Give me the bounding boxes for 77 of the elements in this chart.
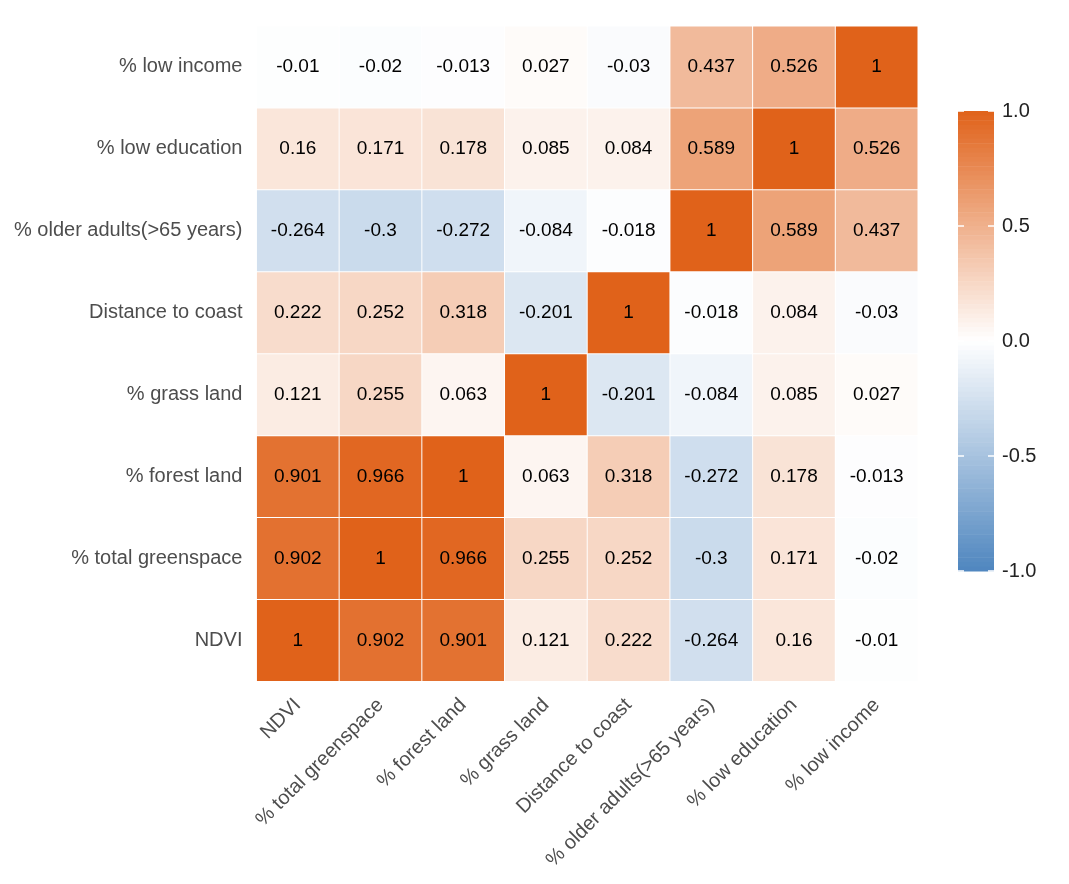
y-tick-label: % forest land xyxy=(125,464,243,487)
y-tick-label: % older adults(>65 years) xyxy=(13,218,243,241)
data-label: 0.063 xyxy=(439,382,487,404)
data-label: 1 xyxy=(623,301,634,323)
data-label: 0.027 xyxy=(852,382,901,404)
y-tick-label: % low education xyxy=(96,136,243,159)
data-label: -0.03 xyxy=(606,55,651,77)
data-label: 0.063 xyxy=(522,464,570,486)
data-label: 0.178 xyxy=(770,464,818,486)
data-label: 0.589 xyxy=(687,137,736,159)
data-label: -0.3 xyxy=(364,219,397,241)
data-label: 0.526 xyxy=(770,55,818,77)
data-label: 0.589 xyxy=(770,219,818,241)
data-label: -0.018 xyxy=(601,219,656,241)
data-label: 0.437 xyxy=(852,219,901,241)
data-label: 1 xyxy=(871,55,882,77)
data-label: 0.318 xyxy=(604,464,653,486)
data-label: 0.526 xyxy=(852,137,901,159)
data-label: -0.084 xyxy=(684,382,739,404)
data-label: 0.902 xyxy=(274,546,322,568)
data-label: 0.121 xyxy=(522,628,570,650)
y-tick-label: NDVI xyxy=(194,628,243,651)
color-bar-label: -1.0 xyxy=(1002,558,1037,581)
data-label: -0.264 xyxy=(684,628,739,650)
y-tick-label: % total greenspace xyxy=(71,546,243,569)
data-label: 0.178 xyxy=(439,137,487,159)
data-label: -0.201 xyxy=(601,382,656,404)
data-label: 1 xyxy=(788,137,800,159)
data-label: 1 xyxy=(705,219,717,241)
data-label: -0.01 xyxy=(276,55,320,77)
data-label: 0.027 xyxy=(522,55,570,77)
data-label: 0.171 xyxy=(356,137,405,159)
data-label: 0.901 xyxy=(274,464,322,486)
data-label: 0.318 xyxy=(439,301,487,323)
data-label: 0.222 xyxy=(274,301,322,323)
data-label: -0.013 xyxy=(436,55,491,77)
data-label: 0.084 xyxy=(604,137,653,159)
color-bar-label: 0.5 xyxy=(1002,213,1030,236)
data-label: 0.121 xyxy=(274,382,322,404)
data-label: 0.16 xyxy=(279,137,317,159)
data-label: 1 xyxy=(375,546,386,568)
data-label: 0.085 xyxy=(522,137,570,159)
data-label: 0.222 xyxy=(604,628,653,650)
color-bar-label: -0.5 xyxy=(1002,443,1037,466)
data-label: -0.018 xyxy=(684,301,739,323)
data-label: 1 xyxy=(292,628,304,650)
data-label: 0.902 xyxy=(356,628,405,650)
data-label: 1 xyxy=(457,464,469,486)
data-label: -0.01 xyxy=(855,628,899,650)
data-label: 0.252 xyxy=(604,546,653,568)
data-label: -0.3 xyxy=(694,546,728,568)
y-tick-label: % grass land xyxy=(126,382,243,405)
data-label: 0.084 xyxy=(770,301,819,323)
data-label: -0.264 xyxy=(270,219,326,241)
data-label: 0.901 xyxy=(439,628,487,650)
data-label: 0.437 xyxy=(687,55,736,77)
data-label: 0.171 xyxy=(770,546,818,568)
data-label: -0.013 xyxy=(849,464,904,486)
data-label: -0.03 xyxy=(855,301,899,323)
data-label: 1 xyxy=(540,382,552,404)
color-bar-label: 1.0 xyxy=(1002,98,1030,121)
data-label: 0.255 xyxy=(356,382,405,404)
data-label: -0.272 xyxy=(436,219,491,241)
data-label: 0.085 xyxy=(770,382,818,404)
data-label: 0.252 xyxy=(356,301,405,323)
data-label: -0.272 xyxy=(684,464,739,486)
data-label: -0.084 xyxy=(518,219,574,241)
y-tick-label: % low income xyxy=(119,54,243,77)
data-label: 0.966 xyxy=(439,546,487,568)
data-label: 0.966 xyxy=(356,464,405,486)
y-tick-label: Distance to coast xyxy=(89,300,243,323)
color-bar-label: 0.0 xyxy=(1002,328,1030,351)
data-label: -0.02 xyxy=(855,546,899,568)
data-label: -0.201 xyxy=(518,301,573,323)
data-label: 0.16 xyxy=(775,628,813,650)
data-label: -0.02 xyxy=(358,55,403,77)
data-label: 0.255 xyxy=(522,546,570,568)
